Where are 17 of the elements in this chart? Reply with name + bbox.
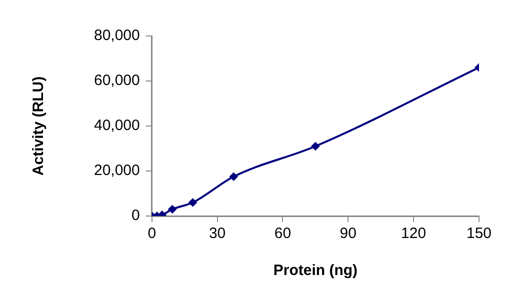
- x-tick-label: 90: [340, 225, 356, 242]
- x-tick-label: 0: [148, 225, 156, 242]
- y-tick-label: 40,000: [94, 117, 140, 134]
- y-axis-title: Activity (RLU): [30, 76, 48, 176]
- point: [230, 172, 238, 181]
- x-axis-title: Protein (ng): [273, 262, 358, 280]
- y-tick-label: 80,000: [94, 27, 140, 44]
- y-tick-label: 20,000: [94, 162, 140, 180]
- x-tick-label: 60: [274, 225, 292, 242]
- x-tick-label: 150: [466, 225, 492, 242]
- y-tick-label: 60,000: [94, 72, 140, 90]
- point: [311, 142, 320, 150]
- y-tick-label: 0: [132, 207, 140, 224]
- point: [188, 198, 197, 206]
- point: [168, 205, 176, 214]
- x-tick-label: 120: [401, 225, 426, 242]
- x-tick-label: 30: [208, 225, 226, 242]
